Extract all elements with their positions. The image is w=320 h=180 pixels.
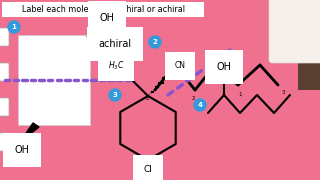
Text: Label each molecule as  chiral or achiral: Label each molecule as chiral or achiral xyxy=(21,5,185,14)
Circle shape xyxy=(194,99,206,111)
FancyBboxPatch shape xyxy=(0,133,9,151)
Text: OH: OH xyxy=(14,145,29,155)
FancyBboxPatch shape xyxy=(0,28,9,46)
Text: 2: 2 xyxy=(153,39,157,45)
Text: OH: OH xyxy=(100,13,115,23)
FancyBboxPatch shape xyxy=(269,0,320,63)
Circle shape xyxy=(109,89,121,101)
Text: achiral: achiral xyxy=(99,39,132,49)
Text: 3: 3 xyxy=(281,91,285,96)
Circle shape xyxy=(149,36,161,48)
FancyBboxPatch shape xyxy=(0,98,9,116)
Circle shape xyxy=(8,21,20,33)
Bar xyxy=(18,35,90,125)
Text: Cl: Cl xyxy=(144,165,152,174)
Text: 1: 1 xyxy=(12,24,16,30)
Text: OH: OH xyxy=(217,62,231,72)
Text: 1: 1 xyxy=(238,91,242,96)
Text: 4: 4 xyxy=(197,102,203,108)
FancyBboxPatch shape xyxy=(0,63,9,81)
Text: 3: 3 xyxy=(113,92,117,98)
Text: $H_3C$: $H_3C$ xyxy=(108,60,124,72)
FancyBboxPatch shape xyxy=(2,2,204,17)
Polygon shape xyxy=(87,22,97,37)
Circle shape xyxy=(210,60,220,70)
Circle shape xyxy=(170,60,180,70)
Text: 2: 2 xyxy=(145,96,149,100)
Text: 2: 2 xyxy=(191,96,195,102)
Text: CN: CN xyxy=(174,62,186,71)
Polygon shape xyxy=(20,123,39,142)
Bar xyxy=(298,0,320,90)
